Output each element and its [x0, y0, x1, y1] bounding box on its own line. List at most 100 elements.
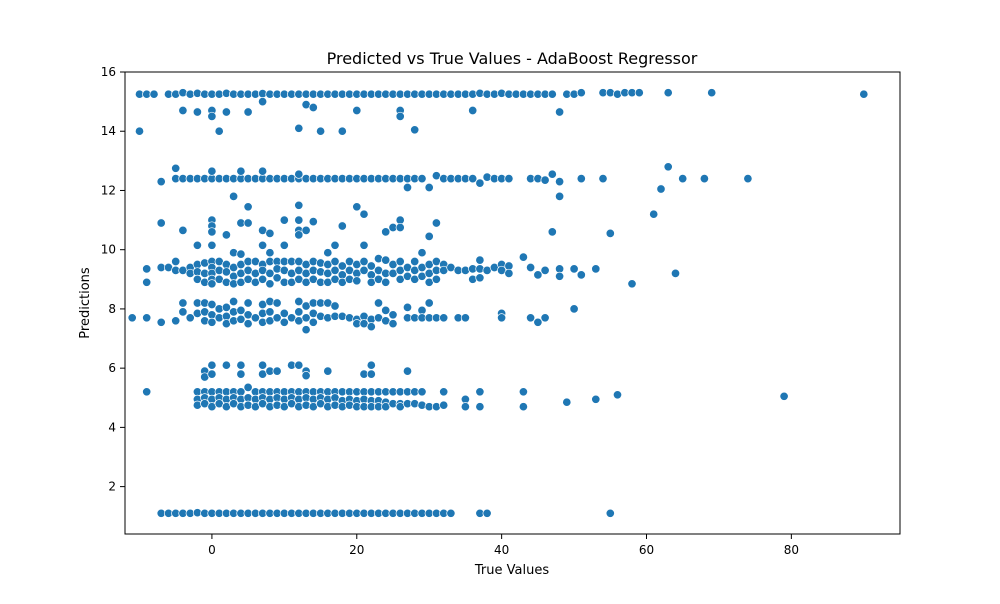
data-point	[156, 177, 166, 187]
data-point	[258, 166, 268, 176]
chart-title: Predicted vs True Values - AdaBoost Regr…	[327, 49, 698, 68]
data-point	[214, 126, 224, 136]
data-point	[279, 240, 289, 250]
data-point	[258, 240, 268, 250]
data-point	[192, 240, 202, 250]
data-point	[439, 387, 449, 397]
data-point	[366, 261, 376, 271]
data-point	[388, 310, 398, 320]
y-tick-label: 4	[108, 420, 116, 434]
data-point	[243, 298, 253, 308]
data-point	[258, 97, 268, 107]
data-point	[352, 105, 362, 116]
data-point	[562, 397, 572, 407]
data-point	[612, 89, 623, 99]
data-point	[475, 255, 485, 265]
data-point	[410, 125, 420, 135]
data-point	[171, 163, 181, 173]
data-point	[308, 102, 318, 113]
data-point	[555, 191, 565, 201]
data-point	[294, 200, 304, 210]
data-point	[743, 174, 753, 184]
data-point	[207, 369, 217, 379]
data-point	[591, 264, 601, 274]
data-point	[178, 105, 188, 116]
data-point	[258, 360, 268, 370]
data-point	[243, 107, 253, 117]
data-point	[272, 273, 282, 283]
data-point	[279, 308, 289, 318]
axes-frame	[124, 71, 901, 535]
data-point	[294, 230, 304, 240]
data-point	[142, 277, 152, 287]
data-point	[207, 111, 217, 121]
data-point	[352, 276, 362, 286]
data-point	[127, 313, 137, 323]
data-point	[431, 218, 441, 228]
data-point	[779, 391, 789, 401]
plot-area	[125, 72, 900, 534]
data-point	[605, 508, 615, 518]
data-point	[207, 279, 217, 289]
data-point	[156, 218, 166, 228]
data-point	[359, 265, 369, 275]
data-point	[272, 366, 282, 376]
data-point	[330, 301, 340, 311]
data-point	[359, 209, 369, 219]
y-tick-label: 2	[108, 480, 116, 494]
data-point	[547, 89, 557, 99]
data-point	[381, 227, 391, 237]
data-point	[431, 274, 441, 284]
data-point	[229, 307, 239, 317]
data-point	[192, 308, 202, 318]
data-point	[410, 256, 420, 267]
data-point	[475, 387, 485, 397]
data-point	[605, 228, 615, 238]
data-point	[134, 126, 145, 136]
data-point	[504, 268, 514, 278]
data-point	[265, 228, 275, 238]
data-point	[250, 313, 260, 323]
data-point	[258, 308, 268, 318]
data-point	[308, 317, 318, 327]
data-point	[207, 317, 217, 327]
data-point	[308, 256, 318, 267]
data-point	[497, 313, 507, 323]
data-point	[526, 262, 536, 273]
data-point	[279, 215, 289, 225]
y-tick-label: 12	[101, 183, 116, 197]
data-point	[265, 248, 275, 258]
data-point	[678, 174, 688, 184]
data-point	[258, 317, 268, 327]
data-point	[540, 265, 550, 275]
data-point	[272, 313, 282, 323]
data-point	[171, 256, 181, 267]
data-point	[272, 298, 282, 308]
data-point	[612, 390, 623, 400]
data-point	[330, 400, 340, 410]
data-point	[243, 218, 253, 228]
data-point	[178, 307, 188, 317]
data-point	[352, 202, 362, 212]
data-point	[265, 307, 275, 317]
data-point	[323, 248, 333, 258]
data-point	[294, 402, 304, 412]
data-point	[468, 174, 478, 184]
y-tick-label: 16	[101, 65, 116, 79]
points-layer	[127, 88, 869, 518]
x-tick-label: 40	[494, 543, 509, 557]
data-point	[504, 174, 514, 184]
data-point	[221, 267, 231, 277]
data-point	[301, 225, 311, 235]
data-point	[323, 366, 333, 376]
data-point	[243, 319, 253, 329]
data-point	[417, 174, 427, 184]
data-point	[402, 302, 413, 312]
data-point	[446, 508, 456, 518]
data-point	[294, 307, 304, 317]
data-point	[294, 169, 304, 179]
data-point	[142, 264, 152, 274]
data-point	[330, 240, 340, 250]
data-point	[518, 387, 528, 397]
